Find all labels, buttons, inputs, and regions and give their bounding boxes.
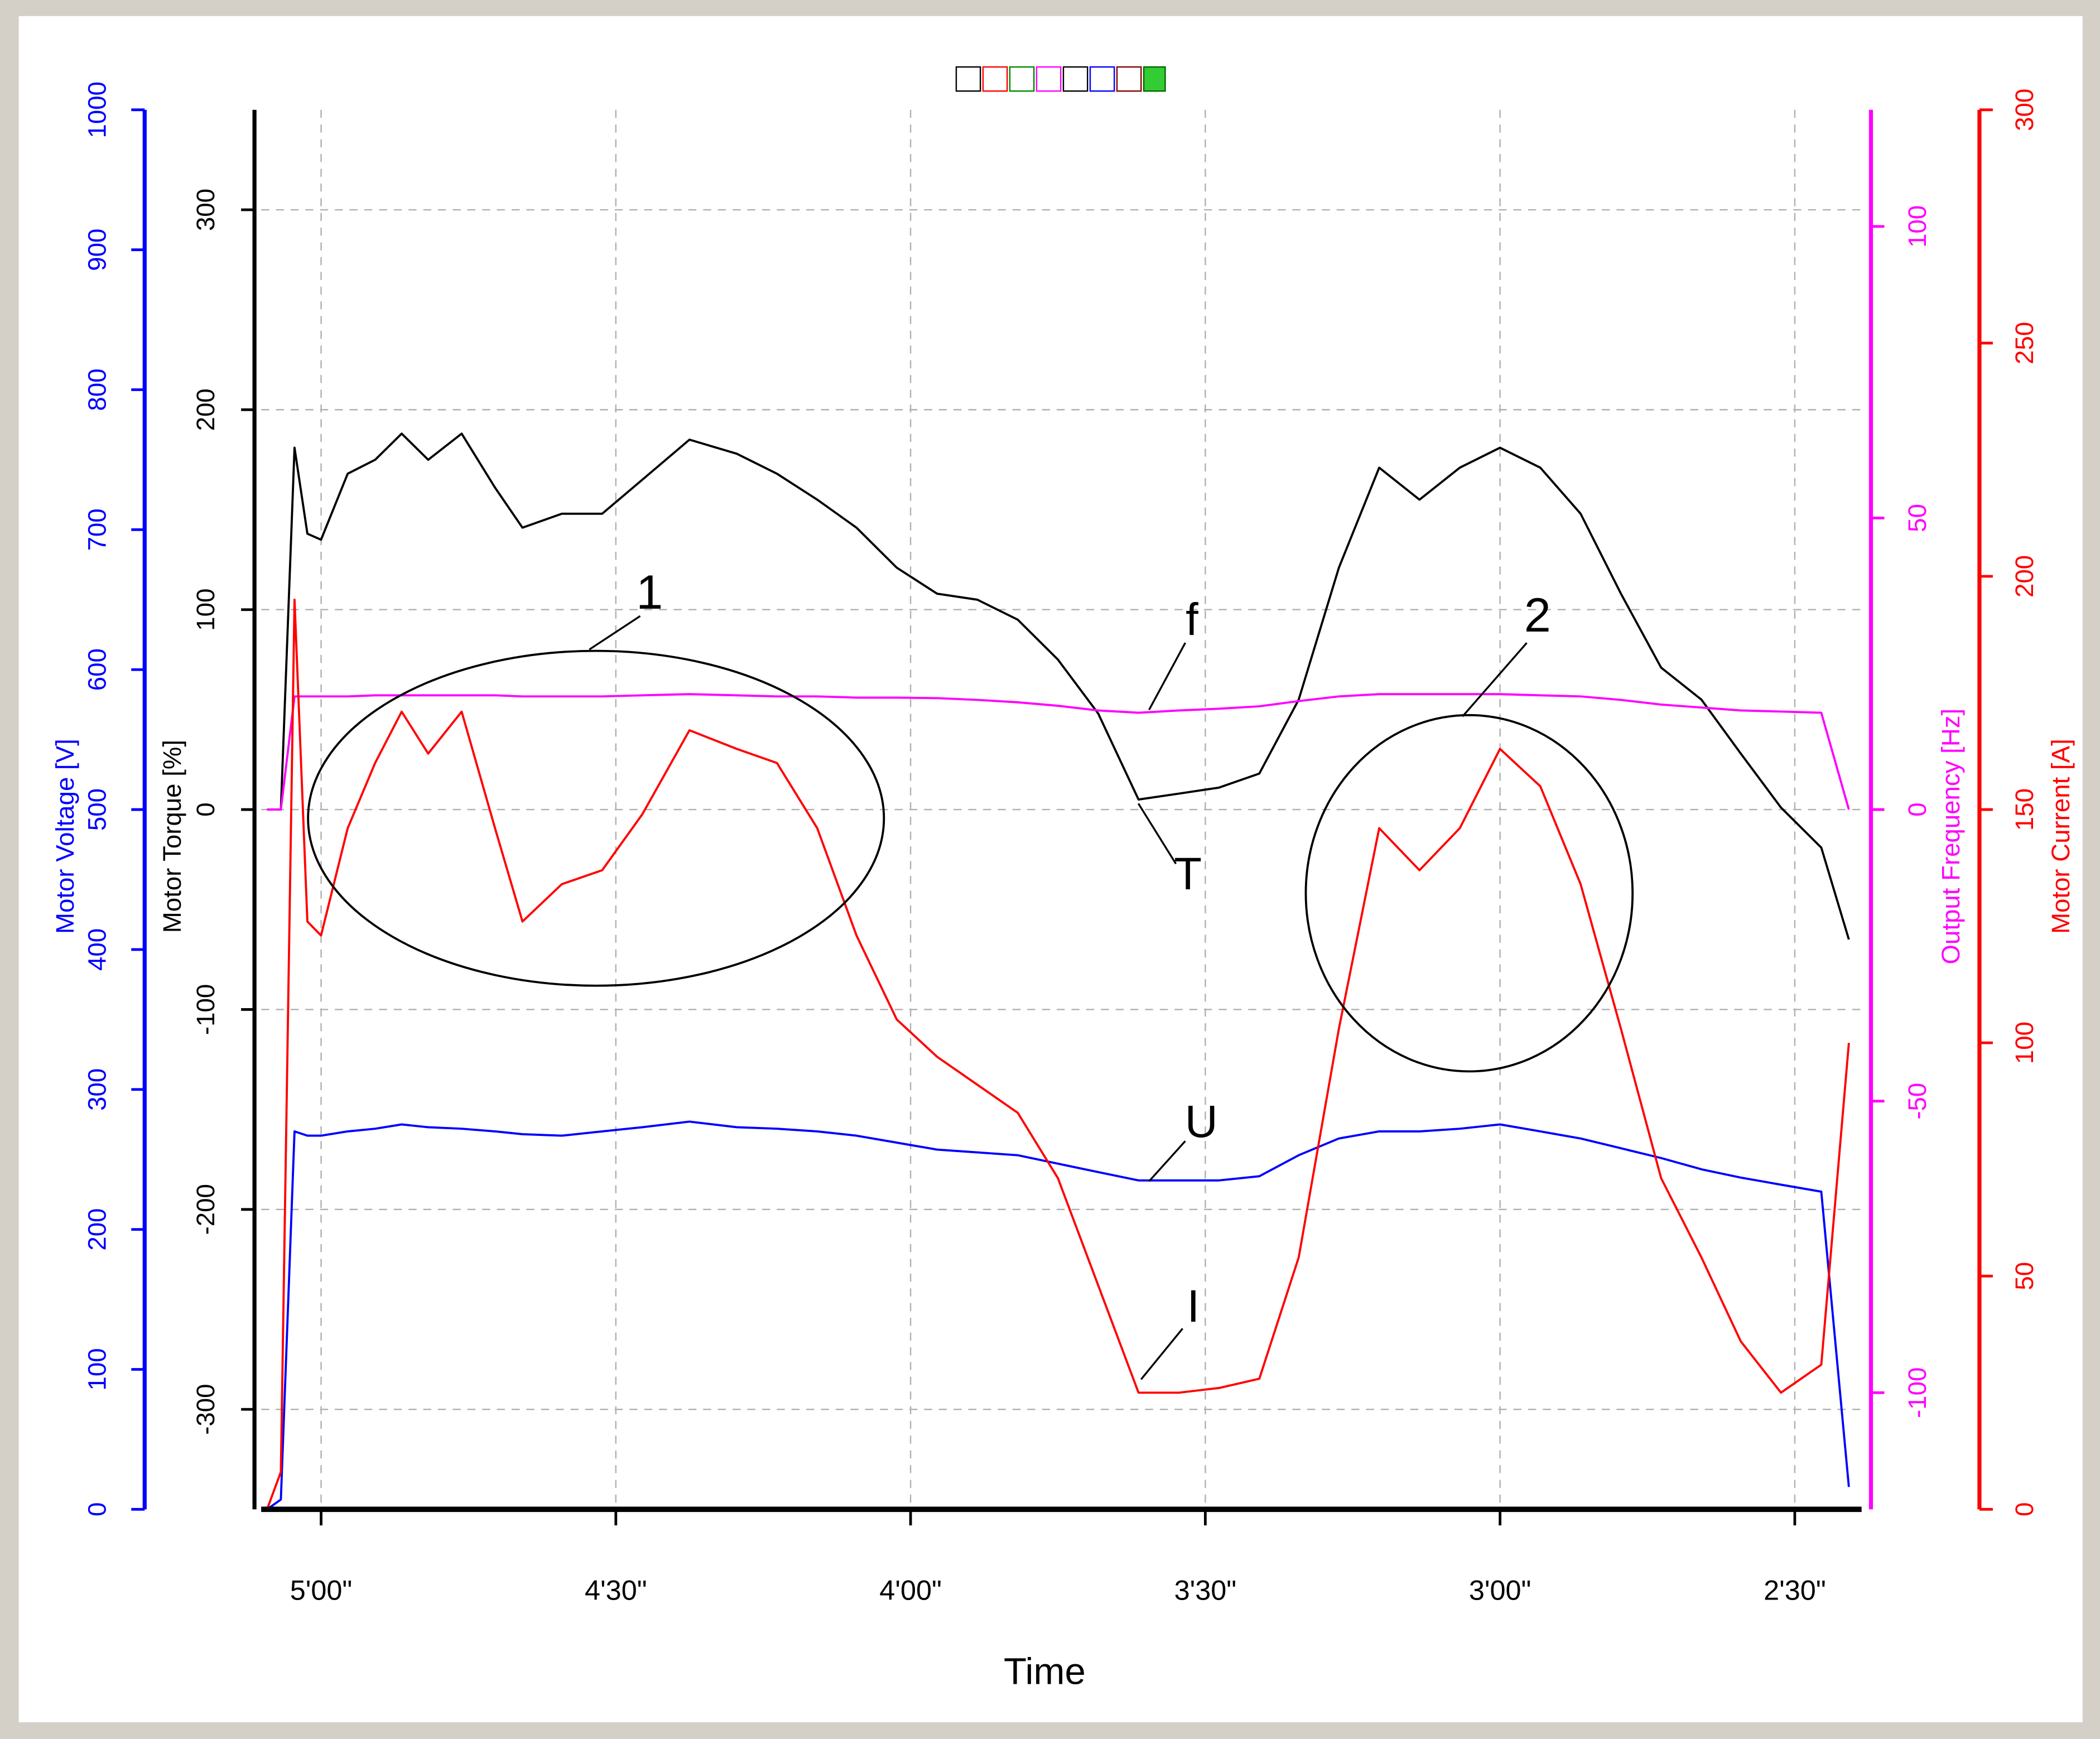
y-tick-label: -50 bbox=[1903, 1083, 1932, 1120]
y-tick-label: 100 bbox=[1903, 205, 1932, 248]
y-tick-label: 500 bbox=[83, 788, 112, 831]
annotation: 2 bbox=[1524, 589, 1551, 642]
series-line bbox=[266, 1120, 1850, 1510]
y-tick-label: 100 bbox=[2010, 1022, 2039, 1064]
annotation-shapes bbox=[307, 615, 1634, 1380]
annotation: 1 bbox=[636, 566, 663, 619]
grid bbox=[261, 109, 1862, 1510]
y-tick-label: 200 bbox=[2010, 555, 2039, 598]
ellipse-2 bbox=[1304, 714, 1634, 1073]
series-line bbox=[266, 599, 1850, 1510]
tool-icon[interactable] bbox=[955, 66, 981, 92]
tool-icon[interactable] bbox=[1009, 66, 1035, 92]
tool-icon[interactable] bbox=[1089, 66, 1115, 92]
y-axis-title: Motor Current [A] bbox=[2046, 739, 2075, 934]
y-axis-title: Output Frequency [Hz] bbox=[1937, 709, 1965, 965]
x-tick-label: 4'30" bbox=[585, 1574, 647, 1606]
y-tick-label: 100 bbox=[191, 589, 220, 631]
tool-icon[interactable] bbox=[982, 66, 1008, 92]
y-axis-title: Motor Torque [%] bbox=[158, 740, 186, 933]
toolbar bbox=[955, 66, 1166, 92]
y-tick-label: 0 bbox=[191, 802, 220, 816]
y-tick-label: 250 bbox=[2010, 322, 2039, 364]
x-tick-label: 5'00" bbox=[290, 1574, 353, 1606]
leader-line bbox=[1148, 1140, 1186, 1182]
tool-icon[interactable] bbox=[1143, 66, 1166, 92]
series-label: I bbox=[1187, 1281, 1200, 1332]
y-tick-label: 300 bbox=[2010, 89, 2039, 131]
ellipse-1 bbox=[307, 649, 885, 987]
y-tick-label: -300 bbox=[191, 1384, 220, 1435]
y-tick-label: 0 bbox=[1903, 802, 1932, 816]
series-label: T bbox=[1174, 849, 1202, 899]
y-tick-label: -200 bbox=[191, 1184, 220, 1235]
y-axis-title: Motor Voltage [V] bbox=[51, 739, 79, 934]
y-tick-label: 200 bbox=[191, 388, 220, 431]
y-tick-label: 100 bbox=[83, 1348, 112, 1390]
x-tick-label: 2'30" bbox=[1764, 1574, 1826, 1606]
series-line bbox=[267, 693, 1850, 811]
lines bbox=[266, 432, 1850, 1510]
y-tick-label: 1000 bbox=[83, 81, 112, 138]
y-tick-label: 50 bbox=[1903, 504, 1932, 532]
y-tick-label: 700 bbox=[83, 508, 112, 551]
x-axis-title: Time bbox=[1004, 1650, 1086, 1692]
series-line bbox=[267, 432, 1850, 940]
leader-line bbox=[589, 615, 641, 651]
tool-icon[interactable] bbox=[1116, 66, 1142, 92]
tool-icon[interactable] bbox=[1062, 66, 1088, 92]
leader-line bbox=[1140, 1328, 1183, 1380]
tool-icon[interactable] bbox=[1035, 66, 1062, 92]
leader-line bbox=[1138, 803, 1177, 865]
x-tick-label: 3'30" bbox=[1174, 1574, 1237, 1606]
y-tick-label: 600 bbox=[83, 648, 112, 691]
y-tick-label: 900 bbox=[83, 229, 112, 271]
x-tick-label: 3'00" bbox=[1469, 1574, 1531, 1606]
y-tick-label: 0 bbox=[2010, 1502, 2039, 1516]
y-tick-label: 150 bbox=[2010, 788, 2039, 831]
series-label: U bbox=[1185, 1096, 1218, 1147]
y-tick-label: 300 bbox=[191, 189, 220, 231]
y-tick-label: 200 bbox=[83, 1208, 112, 1251]
x-tick-label: 4'00" bbox=[879, 1574, 942, 1606]
y-tick-label: 50 bbox=[2010, 1262, 2039, 1290]
leader-line bbox=[1148, 642, 1186, 711]
y-tick-label: 400 bbox=[83, 928, 112, 971]
y-tick-label: 0 bbox=[83, 1502, 112, 1516]
y-tick-label: -100 bbox=[1903, 1367, 1932, 1418]
leader-line bbox=[1462, 642, 1528, 717]
plot-area bbox=[261, 107, 1862, 1510]
y-tick-label: -100 bbox=[191, 984, 220, 1035]
y-tick-label: 300 bbox=[83, 1068, 112, 1111]
y-tick-label: 800 bbox=[83, 368, 112, 411]
series-label: f bbox=[1186, 594, 1198, 645]
